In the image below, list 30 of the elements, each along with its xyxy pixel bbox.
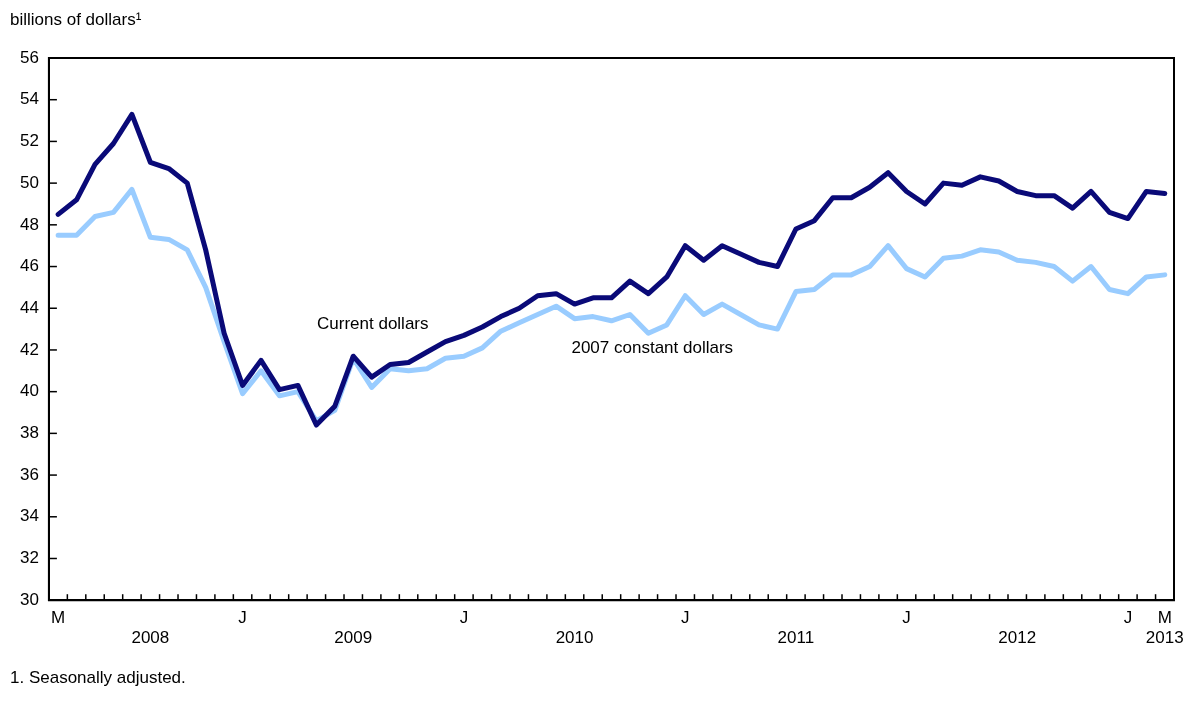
y-tick-label: 32 xyxy=(19,548,39,568)
x-tick-label: M 2013 xyxy=(1145,608,1184,648)
text: 1. Seasonally adjusted. xyxy=(10,668,186,688)
x-tick-label: J xyxy=(902,608,911,628)
x-tick-label: M xyxy=(51,608,66,628)
y-tick-label: 42 xyxy=(19,339,39,359)
x-tick-label: 2008 xyxy=(131,628,170,648)
y-tick-label: 36 xyxy=(19,464,39,484)
y-tick-label: 52 xyxy=(19,131,39,151)
y-tick-label: 30 xyxy=(19,589,39,609)
x-tick-label: J xyxy=(1123,608,1133,628)
y-tick-label: 54 xyxy=(19,89,39,109)
x-tick-label: 2009 xyxy=(334,628,373,648)
y-axis-title: billions of dollars¹ xyxy=(10,10,142,30)
y-tick-label: 40 xyxy=(19,381,39,401)
y-tick-label: 34 xyxy=(19,506,39,526)
x-tick-label: 2012 xyxy=(998,628,1037,648)
x-tick-label: J xyxy=(680,608,690,628)
y-tick-label: 38 xyxy=(19,423,39,443)
y-tick-label: 50 xyxy=(19,172,39,192)
x-tick-label: J xyxy=(238,608,247,628)
x-tick-label: 2010 xyxy=(555,628,594,648)
x-tick-label: 2011 xyxy=(777,628,815,648)
y-tick-label: 46 xyxy=(19,256,39,276)
y-tick-label: 44 xyxy=(19,297,39,317)
series-label: 2007 constant dollars xyxy=(571,338,734,358)
x-tick-label: J xyxy=(459,608,469,628)
y-tick-label: 56 xyxy=(19,47,39,67)
y-tick-label: 48 xyxy=(19,214,39,234)
series-label: Current dollars xyxy=(317,313,429,333)
